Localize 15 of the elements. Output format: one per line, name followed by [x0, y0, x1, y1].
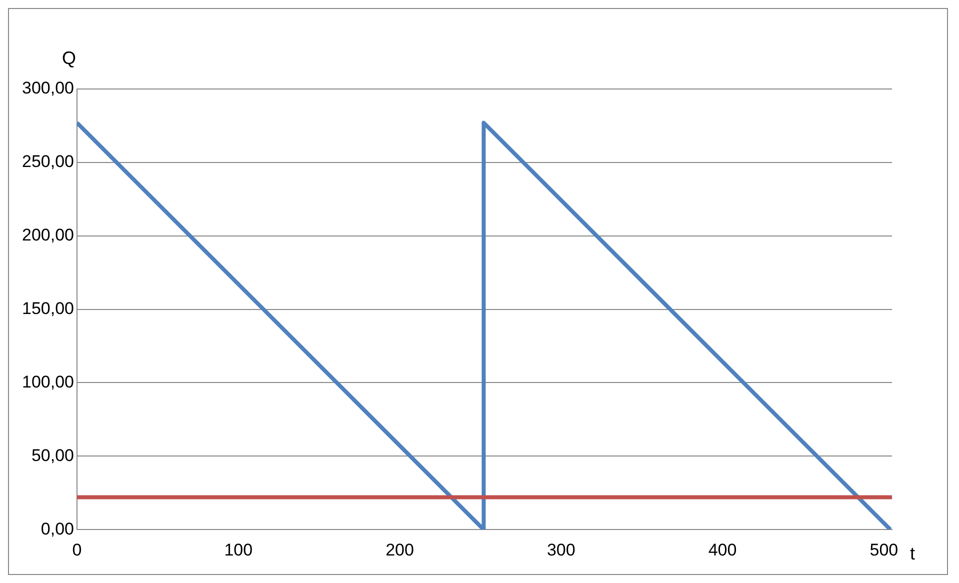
y-tick-label: 300,00 — [22, 78, 74, 98]
y-tick-label: 250,00 — [22, 152, 74, 172]
x-tick-label: 0 — [72, 540, 82, 560]
y-tick-label: 150,00 — [22, 298, 74, 318]
x-axis-title: t — [910, 544, 916, 564]
y-tick-label: 200,00 — [22, 226, 74, 245]
x-tick-label: 400 — [708, 540, 737, 560]
x-tick-label: 100 — [224, 540, 253, 560]
x-tick-label: 500 — [870, 540, 898, 560]
x-tick-label: 200 — [386, 540, 414, 560]
y-axis-title: Q — [62, 48, 76, 68]
y-tick-label: 100,00 — [22, 372, 74, 392]
y-tick-label: 50,00 — [31, 446, 74, 465]
x-tick-label: 300 — [546, 540, 576, 560]
y-tick-label: 0,00 — [40, 519, 74, 538]
